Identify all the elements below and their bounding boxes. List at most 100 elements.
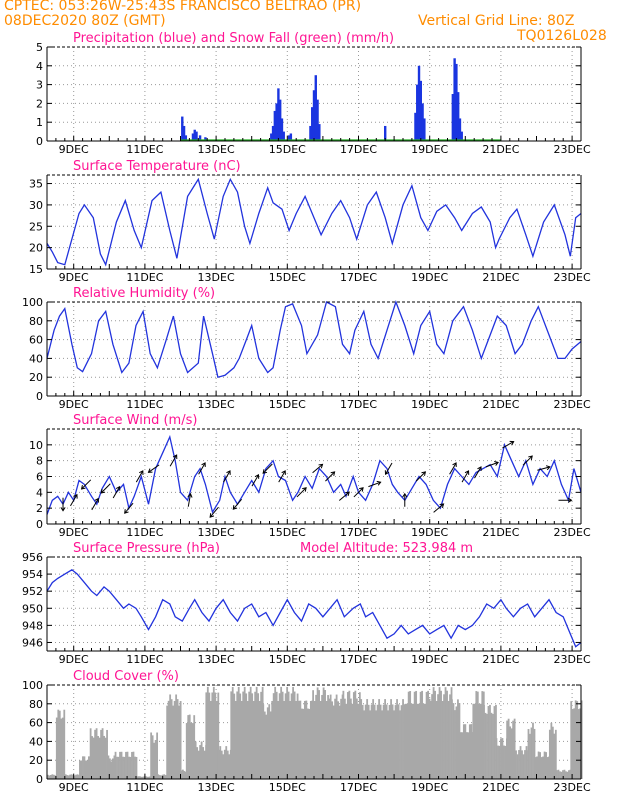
- wind-arrow-shaft: [124, 502, 134, 514]
- cloud-cover-bar: [478, 703, 481, 779]
- y-tick-label: 60: [29, 717, 43, 730]
- cloud-cover-bar: [554, 729, 557, 779]
- cloud-cover-bar: [131, 751, 133, 779]
- cloud-cover-bar: [454, 710, 456, 779]
- cloud-cover-bar: [328, 698, 331, 779]
- x-tick-label: 9DEC: [59, 271, 89, 284]
- wind-arrow: [402, 492, 408, 507]
- wind-arrow-shaft: [368, 481, 381, 488]
- cloud-cover-bar: [437, 694, 439, 779]
- cloud-cover-bar: [140, 776, 143, 779]
- wind-arrow-head: [302, 487, 307, 492]
- cloud-cover-bar: [412, 703, 415, 779]
- cloud-cover-bar: [136, 776, 138, 779]
- cloud-cover-bar: [495, 738, 498, 779]
- cloud-cover-bar: [372, 699, 375, 779]
- y-tick-label: 20: [29, 371, 43, 384]
- x-tick-label: 13DEC: [198, 143, 235, 156]
- cloud-cover-bar: [472, 703, 475, 779]
- x-tick-label: 17DEC: [340, 781, 377, 794]
- wind-arrow-shaft: [385, 462, 393, 475]
- cloud-cover-bar: [321, 694, 323, 779]
- wind-arrow-head: [528, 455, 533, 461]
- precipitation-bar: [312, 90, 316, 141]
- x-tick-label: 11DEC: [126, 271, 163, 284]
- cloud-cover-bar: [112, 758, 114, 779]
- y-tick-label: 946: [22, 636, 43, 649]
- cloud-cover-bar: [473, 703, 476, 779]
- panel-title: Precipitation (blue) and Snow Fall (gree…: [73, 31, 394, 46]
- cloud-cover-bar: [376, 704, 379, 779]
- cloud-cover-bar: [169, 694, 172, 779]
- wind-arrow-shaft: [338, 491, 350, 501]
- cloud-cover-bar: [237, 686, 240, 779]
- precipitation-bar: [419, 80, 422, 141]
- cloud-cover-bar: [500, 738, 502, 779]
- precipitation-bar: [289, 133, 293, 141]
- x-tick-label: 17DEC: [340, 398, 377, 411]
- cloud-cover-bar: [393, 710, 395, 779]
- wind-arrow-head: [376, 480, 382, 486]
- wind-arrow-shaft: [461, 470, 469, 483]
- cloud-cover-bar: [242, 691, 245, 779]
- cloud-cover-bar: [319, 700, 322, 779]
- wind-arrow-head: [464, 470, 470, 475]
- wind-arrow-head: [545, 465, 551, 471]
- y-tick-label: 956: [22, 551, 43, 564]
- cloud-cover-bar: [160, 775, 163, 779]
- cloud-cover-bar: [272, 693, 275, 779]
- cloud-cover-bar: [340, 698, 342, 779]
- cloud-cover-bar: [277, 700, 280, 779]
- wind-arrow-shaft: [325, 471, 335, 482]
- cloud-cover-bar: [297, 700, 300, 779]
- cloud-cover-bar: [54, 775, 57, 779]
- cloud-cover-bar: [266, 707, 269, 779]
- cloud-cover-bar: [563, 769, 566, 779]
- wind-arrow: [251, 474, 260, 487]
- cloud-cover-bar: [64, 774, 67, 779]
- y-tick-label: 30: [29, 199, 43, 212]
- cloud-cover-bar: [369, 710, 372, 779]
- cloud-cover-bar: [542, 756, 544, 779]
- cloud-cover-bar: [180, 770, 183, 779]
- y-tick-label: 20: [29, 754, 43, 767]
- cloud-cover-bar: [70, 774, 73, 779]
- cloud-cover-bar: [315, 694, 318, 779]
- x-tick-label: 11DEC: [126, 781, 163, 794]
- precipitation-bar: [314, 75, 317, 141]
- cloud-cover-bar: [324, 690, 326, 779]
- wind-arrow-head: [384, 470, 390, 476]
- cloud-cover-bar: [329, 694, 332, 779]
- precipitation-bar: [458, 118, 462, 141]
- precipitation-bar: [287, 135, 291, 141]
- cloud-cover-bar: [49, 774, 52, 779]
- cloud-cover-bar: [539, 752, 542, 779]
- cloud-cover-bar: [223, 749, 226, 779]
- precipitation-bar: [195, 131, 198, 141]
- panel-title: Surface Temperature (nC): [73, 159, 241, 174]
- wind-arrow: [325, 471, 336, 482]
- cloud-cover-bar: [109, 758, 111, 779]
- precipitation-bar: [193, 129, 196, 141]
- wind-arrow: [449, 462, 457, 475]
- cloud-cover-bar: [345, 703, 348, 779]
- cloud-cover-bar: [255, 686, 258, 779]
- cloud-cover-bar: [516, 754, 519, 779]
- x-tick-label: 21DEC: [482, 398, 519, 411]
- y-tick-label: 2: [36, 97, 43, 110]
- wind-arrow-head: [115, 485, 121, 491]
- cloud-cover-bar: [228, 754, 231, 779]
- wind-arrow-shaft: [312, 464, 323, 474]
- cloud-cover-bar: [573, 708, 576, 779]
- cloud-cover-bar: [479, 703, 482, 779]
- y-tick-label: 5: [36, 41, 43, 54]
- panel-5: 946 948 950 952 954 956 9DEC 11DEC 13DEC 15DEC 17D…: [22, 541, 591, 666]
- x-tick-label: 15DEC: [269, 398, 306, 411]
- cloud-cover-bar: [407, 691, 410, 779]
- cloud-cover-bar: [481, 691, 484, 779]
- cloud-cover-bar: [530, 727, 533, 779]
- panel-3: 0 20 40 60 80 100 9DEC 11DEC 13DEC 15DEC 17DEC 19DE…: [22, 286, 591, 411]
- cloud-cover-bar: [66, 775, 69, 779]
- cloud-cover-bar: [431, 694, 433, 779]
- wind-arrow-head: [345, 491, 350, 497]
